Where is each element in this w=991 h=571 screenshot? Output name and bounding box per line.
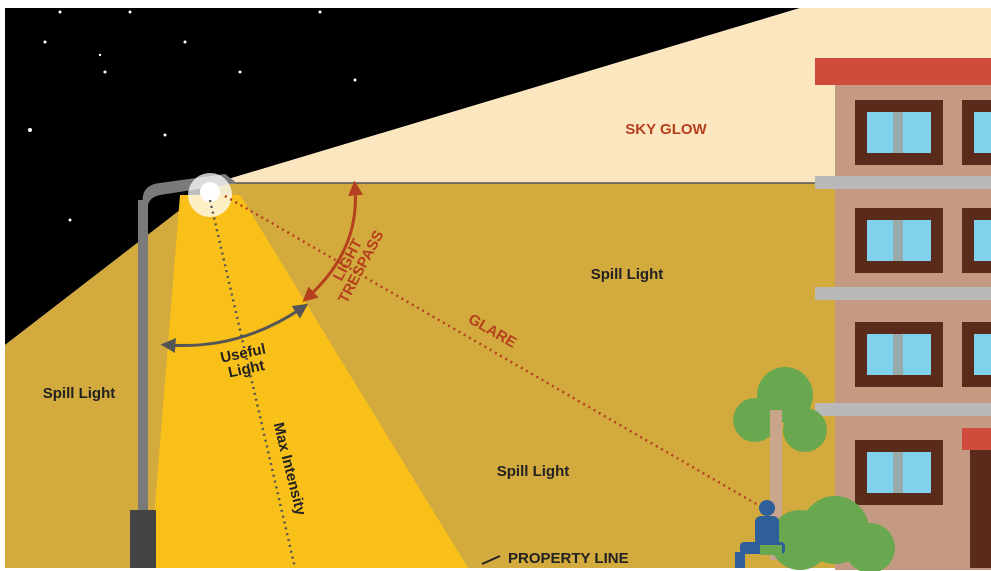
illustration: SKY GLOW Spill Light Spill Light Spill L… [0, 0, 991, 571]
property-line-label: PROPERTY LINE [508, 550, 629, 567]
roof [815, 58, 991, 85]
spill-light-label: Spill Light [591, 266, 664, 283]
pole-base [130, 510, 156, 568]
spill-light-label: Spill Light [497, 463, 570, 480]
sky-glow-label: SKY GLOW [625, 121, 707, 138]
pole [138, 200, 148, 520]
lamp-bulb [200, 182, 220, 202]
spill-light-label: Spill Light [43, 385, 116, 402]
